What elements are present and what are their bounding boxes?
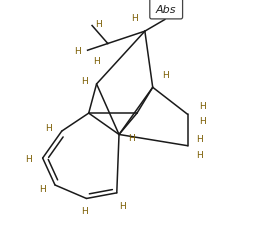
Text: H: H xyxy=(39,184,46,193)
Text: H: H xyxy=(119,201,126,210)
Text: H: H xyxy=(199,117,205,126)
Text: H: H xyxy=(45,124,52,133)
Text: H: H xyxy=(25,154,32,163)
Text: H: H xyxy=(162,71,169,80)
Text: H: H xyxy=(197,151,203,160)
Text: H: H xyxy=(128,134,135,143)
Text: H: H xyxy=(93,57,100,65)
Text: H: H xyxy=(199,101,205,110)
Text: H: H xyxy=(95,20,102,29)
FancyBboxPatch shape xyxy=(150,0,183,20)
Text: H: H xyxy=(131,14,138,23)
Text: Abs: Abs xyxy=(156,5,176,15)
Text: H: H xyxy=(74,47,81,56)
Text: H: H xyxy=(197,135,203,144)
Text: H: H xyxy=(81,77,88,86)
Text: H: H xyxy=(81,206,88,215)
